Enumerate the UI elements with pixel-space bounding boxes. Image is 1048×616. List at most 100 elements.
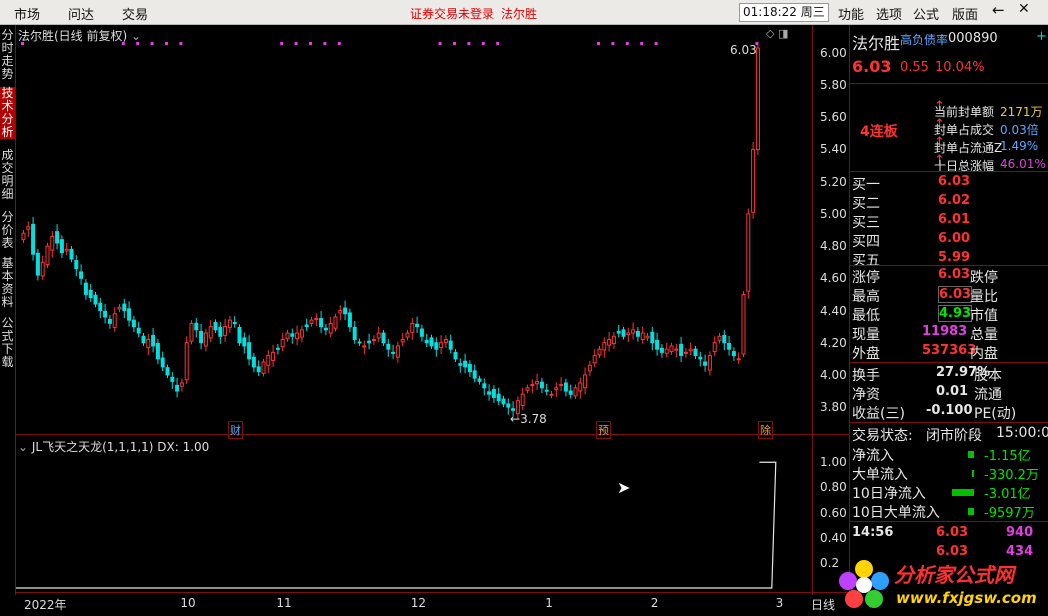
candle: [707, 351, 712, 376]
tab-trade-detail[interactable]: 成 交 明 细: [1, 148, 14, 201]
candle: [88, 283, 93, 302]
candle: [491, 385, 496, 403]
stat2-label-2: 股本: [974, 368, 1002, 384]
candle: [578, 377, 583, 399]
candle: [453, 349, 458, 363]
candle: [256, 360, 261, 376]
menu-options[interactable]: 选项: [876, 8, 903, 23]
seal-label: 封单占流通Z: [934, 141, 1003, 155]
candle: [650, 326, 655, 351]
chevron-down-icon[interactable]: ⌄: [131, 29, 142, 43]
bid-price[interactable]: 5.99: [938, 250, 971, 265]
flow-label: 大单流入: [852, 467, 908, 483]
event-tag-exright[interactable]: 除: [758, 421, 773, 439]
candle: [261, 358, 266, 377]
bid-price[interactable]: 6.03: [938, 174, 971, 189]
seal-value: 46.01%: [1000, 157, 1046, 171]
price-axis-tick: 6.00: [820, 45, 847, 60]
time-axis-tick: 3: [775, 596, 784, 610]
price-axis-tick: 4.60: [820, 271, 847, 286]
indicator-chart[interactable]: [16, 452, 812, 592]
price-axis-tick: 5.80: [820, 78, 847, 93]
candle: [251, 352, 256, 373]
tab-technical[interactable]: 技 术 分 析: [0, 86, 15, 139]
price-axis-tick: 5.60: [820, 110, 847, 125]
candle: [679, 336, 684, 363]
candle: [635, 327, 640, 342]
close-icon[interactable]: ✕: [1018, 1, 1030, 17]
indicator-axis-tick: 1.00: [820, 455, 847, 470]
candle: [741, 291, 746, 358]
candle: [103, 303, 108, 324]
bid-price[interactable]: 6.02: [938, 193, 971, 208]
logo-url: www.fxjgsw.com: [896, 589, 1037, 607]
candle: [659, 344, 664, 358]
stat2-label-2: PE(动): [974, 406, 1017, 422]
menu-function[interactable]: 功能: [838, 8, 865, 23]
candle: [482, 378, 487, 396]
event-tag-forecast[interactable]: 预: [596, 421, 611, 439]
candle: [520, 387, 525, 410]
tab-intraday[interactable]: 分 时 走 势: [1, 28, 14, 81]
flow-label: 净流入: [852, 448, 894, 464]
chart-tools-icon[interactable]: ◇ ◨: [766, 27, 789, 40]
up-arrow-icon: ↑: [934, 99, 945, 114]
candle: [237, 324, 242, 346]
candle: [544, 383, 549, 396]
candle: [333, 313, 338, 332]
candle: [155, 339, 160, 365]
signal-dot: [611, 42, 615, 45]
tab-basic-info[interactable]: 基 本 资 料: [1, 256, 14, 309]
back-icon[interactable]: ←: [992, 1, 1005, 19]
menu-formula[interactable]: 公式: [913, 8, 940, 23]
signal-dot: [496, 42, 500, 45]
trade-status: 闭市阶段: [926, 428, 982, 444]
candle: [477, 375, 482, 385]
top-stock-name: 法尔胜: [501, 7, 538, 21]
menu-market[interactable]: 市场: [14, 8, 41, 23]
candle: [568, 384, 573, 399]
candlestick-chart[interactable]: [16, 40, 812, 434]
candle: [175, 377, 180, 398]
candle: [232, 316, 237, 328]
stat-value: 11983: [922, 324, 968, 339]
candle: [631, 322, 636, 340]
price-axis-tick: 4.20: [820, 335, 847, 350]
candle: [463, 353, 468, 374]
indicator-axis-tick: 0.60: [820, 505, 847, 520]
stat2-label: 换手: [852, 368, 880, 384]
candle: [727, 336, 732, 356]
indicator-axis-tick: 0.40: [820, 530, 847, 545]
candle: [419, 324, 424, 342]
event-tag-finance[interactable]: 财: [228, 421, 243, 439]
bid-price[interactable]: 6.01: [938, 212, 971, 227]
indicator-title-text: JL飞天之天龙(1,1,1,1) DX: 1.00: [31, 440, 210, 454]
flow-value: -9597万: [984, 506, 1035, 521]
candle: [362, 340, 367, 355]
candle: [405, 329, 410, 341]
indicator-axis-tick: 0.2: [820, 555, 840, 570]
candle: [448, 334, 453, 354]
login-status[interactable]: 证券交易未登录: [410, 7, 495, 21]
pane-divider: [15, 434, 849, 435]
menu-wenda[interactable]: 问达: [68, 8, 95, 23]
bid-price[interactable]: 6.00: [938, 231, 971, 246]
menu-trade[interactable]: 交易: [122, 8, 149, 23]
candle: [208, 320, 213, 343]
candle: [539, 377, 544, 394]
candle: [271, 344, 276, 367]
plus-icon[interactable]: +: [1036, 29, 1047, 44]
quote-badge[interactable]: 高负债率: [900, 33, 949, 47]
signal-dot: [121, 42, 125, 45]
candle: [194, 318, 199, 338]
menu-layout[interactable]: 版面: [952, 8, 979, 23]
tab-formula-download[interactable]: 公 式 下 载: [1, 316, 14, 369]
candle: [597, 345, 602, 359]
price-axis-tick: 4.00: [820, 367, 847, 382]
axis-mode-label[interactable]: 日线: [811, 598, 836, 612]
candle: [309, 316, 314, 327]
chevron-down-icon[interactable]: ⌄: [18, 440, 29, 454]
seal-label: 当前封单额: [934, 105, 995, 119]
tab-price-table[interactable]: 分 价 表: [1, 210, 14, 250]
candle: [141, 333, 146, 346]
